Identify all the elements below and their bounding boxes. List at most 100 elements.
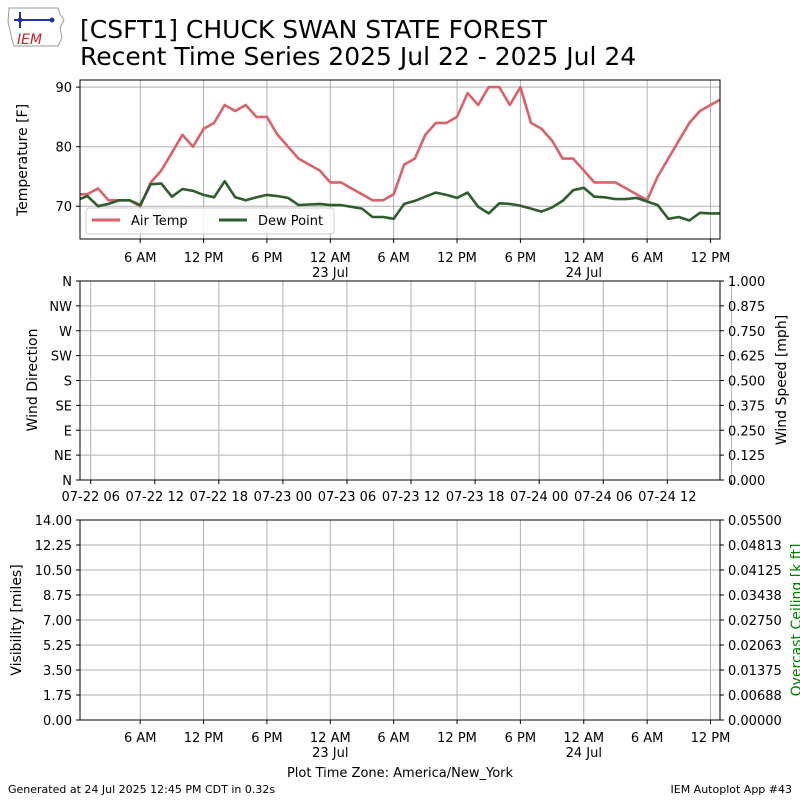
visibility-ticks: 0.00 1.75 3.50 5.25 7.00 8.75 10.50 12.25 14.00 <box>35 514 80 729</box>
wind-x-tick-label: 07-24 00 <box>510 490 568 505</box>
ceiling-tick-label: 0.00000 <box>728 714 782 729</box>
temperature-x-tick-label: 12 PM <box>691 251 731 266</box>
temperature-x-tick-label: 12 AM <box>310 251 351 266</box>
visibility-x-date-label: 24 Jul <box>566 746 602 761</box>
ceiling-tick-label: 0.02063 <box>728 639 782 654</box>
wind-speed-tick-label: 0.625 <box>728 350 765 365</box>
wind-x-tick-label: 07-22 12 <box>126 490 184 505</box>
ceiling-tick-label: 0.00688 <box>728 689 782 704</box>
visibility-tick-label: 14.00 <box>35 514 72 529</box>
temperature-axes-frame <box>79 79 721 240</box>
visibility-tick-label: 10.50 <box>35 564 72 579</box>
wind-direction-ticks: N NE E SE S SW W NW N <box>49 275 80 489</box>
visibility-x-tick-label: 6 PM <box>251 731 282 746</box>
dew-point-line <box>80 179 720 222</box>
temperature-y-tick-label: 80 <box>55 141 72 156</box>
ceiling-tick-label: 0.03438 <box>728 589 782 604</box>
wind-speed-tick-label: 0.500 <box>728 375 765 390</box>
logo-dot-icon <box>49 17 55 23</box>
temperature-x-tick-label: 6 PM <box>505 251 536 266</box>
temperature-x-tick-label: 6 AM <box>631 251 664 266</box>
logo-text: IEM <box>17 32 42 48</box>
visibility-x-date-label: 23 Jul <box>312 746 348 761</box>
temperature-x-tick-label: 12 AM <box>563 251 604 266</box>
wind-direction-tick-label: NE <box>54 449 72 464</box>
ceiling-ylabel: Overcast Ceiling [k ft] <box>789 544 800 697</box>
wind-direction-ylabel: Wind Direction <box>25 329 41 432</box>
wind-direction-tick-label: SE <box>56 399 72 414</box>
wind-speed-tick-label: 0.875 <box>728 300 765 315</box>
wind-direction-tick-label: W <box>59 325 72 340</box>
temperature-legend: Air Temp Dew Point <box>85 207 335 235</box>
ceiling-tick-label: 0.01375 <box>728 664 782 679</box>
wind-speed-tick-label: 0.000 <box>728 474 765 489</box>
temperature-x-tick-label: 6 PM <box>251 251 282 266</box>
temperature-y-ticks: 70 80 90 <box>55 81 80 215</box>
wind-direction-tick-label: N <box>62 275 72 290</box>
wind-speed-tick-label: 0.375 <box>728 399 765 414</box>
visibility-x-tick-label: 6 AM <box>124 731 157 746</box>
wind-x-tick-label: 07-24 12 <box>638 490 696 505</box>
wind-direction-tick-label: N <box>62 474 72 489</box>
wind-x-tick-label: 07-23 18 <box>446 490 504 505</box>
visibility-x-tick-label: 6 PM <box>505 731 536 746</box>
ceiling-ticks: 0.00000 0.00688 0.01375 0.02063 0.02750 0.034… <box>720 514 782 729</box>
chart-title-line1: [CSFT1] CHUCK SWAN STATE FOREST <box>80 15 547 44</box>
visibility-tick-label: 5.25 <box>43 639 72 654</box>
wind-speed-ticks: 0.000 0.125 0.250 0.375 0.500 0.625 0.750 0.875… <box>720 275 765 489</box>
visibility-tick-label: 1.75 <box>43 689 72 704</box>
legend-dew-point-label: Dew Point <box>258 214 323 229</box>
ceiling-tick-label: 0.04125 <box>728 564 782 579</box>
temperature-y-tick-label: 70 <box>55 200 72 215</box>
plot-timezone-xlabel: Plot Time Zone: America/New_York <box>287 766 514 781</box>
wind-direction-tick-label: S <box>64 375 72 390</box>
ceiling-tick-label: 0.02750 <box>728 614 782 629</box>
visibility-tick-label: 8.75 <box>43 589 72 604</box>
wind-speed-tick-label: 0.125 <box>728 449 765 464</box>
ceiling-tick-label: 0.04813 <box>728 539 782 554</box>
visibility-x-tick-label: 12 AM <box>563 731 604 746</box>
wind-direction-tick-label: SW <box>51 350 72 365</box>
chart-title-line2: Recent Time Series 2025 Jul 22 - 2025 Ju… <box>80 42 637 71</box>
temperature-x-tick-label: 6 AM <box>377 251 410 266</box>
visibility-tick-label: 12.25 <box>35 539 72 554</box>
wind-x-tick-label: 07-23 12 <box>382 490 440 505</box>
iem-logo: IEM <box>7 7 65 48</box>
wind-x-tick-label: 07-23 06 <box>318 490 376 505</box>
temperature-x-tick-label: 6 AM <box>124 251 157 266</box>
visibility-x-tick-label: 12 PM <box>437 731 477 746</box>
wind-x-tick-label: 07-22 18 <box>190 490 248 505</box>
visibility-ylabel: Visibility [miles] <box>9 564 25 675</box>
visibility-x-tick-label: 12 PM <box>691 731 731 746</box>
temperature-y-tick-label: 90 <box>55 81 72 96</box>
ceiling-tick-label: 0.05500 <box>728 514 782 529</box>
wind-speed-tick-label: 0.750 <box>728 325 765 340</box>
wind-speed-tick-label: 1.000 <box>728 275 765 290</box>
temperature-x-tick-label: 12 PM <box>184 251 224 266</box>
wind-x-tick-label: 07-24 06 <box>574 490 632 505</box>
wind-direction-tick-label: NW <box>49 300 72 315</box>
visibility-x-tick-label: 6 AM <box>377 731 410 746</box>
visibility-x-tick-label: 6 AM <box>631 731 664 746</box>
visibility-tick-label: 0.00 <box>43 714 72 729</box>
legend-air-temp-label: Air Temp <box>131 214 188 229</box>
temperature-x-tick-label: 12 PM <box>437 251 477 266</box>
wind-x-tick-label: 07-22 06 <box>61 490 119 505</box>
visibility-tick-label: 7.00 <box>43 614 72 629</box>
air-temp-line <box>80 85 720 208</box>
temperature-ylabel: Temperature [F] <box>15 104 31 217</box>
wind-direction-tick-label: E <box>64 424 72 439</box>
wind-speed-tick-label: 0.250 <box>728 424 765 439</box>
legend-box <box>85 207 335 235</box>
visibility-panel: 0.001.753.505.257.008.7510.5012.2514.00 … <box>9 514 800 781</box>
wind-speed-ylabel: Wind Speed [mph] <box>774 315 790 445</box>
temperature-x-date-label: 24 Jul <box>566 266 602 281</box>
autoplot-app-label: IEM Autoplot App #43 <box>670 783 793 796</box>
temperature-x-date-label: 23 Jul <box>312 266 348 281</box>
visibility-tick-label: 3.50 <box>43 664 72 679</box>
